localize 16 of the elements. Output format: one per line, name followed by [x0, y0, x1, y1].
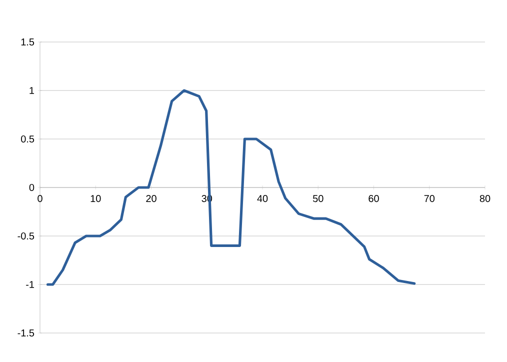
y-tick-label: -1.5 — [18, 330, 34, 336]
y-tick-label: 0 — [29, 184, 34, 192]
x-tick-label: 70 — [424, 195, 435, 202]
y-tick-label: -1 — [26, 281, 34, 288]
y-tick-label: 1 — [30, 87, 34, 94]
x-tick-label: 10 — [90, 195, 101, 202]
y-tick-label: -0.5 — [18, 232, 34, 240]
x-tick-label: 80 — [480, 195, 490, 202]
y-tick-label: 0.5 — [21, 135, 34, 143]
y-tick-label: 1.5 — [21, 38, 34, 46]
x-tick-label: 60 — [368, 195, 379, 202]
x-tick-label: 0 — [38, 195, 42, 202]
x-tick-label: 40 — [257, 195, 268, 202]
x-tick-label: 50 — [312, 195, 324, 202]
line-series — [46, 89, 416, 286]
x-tick-label: 20 — [146, 195, 156, 202]
